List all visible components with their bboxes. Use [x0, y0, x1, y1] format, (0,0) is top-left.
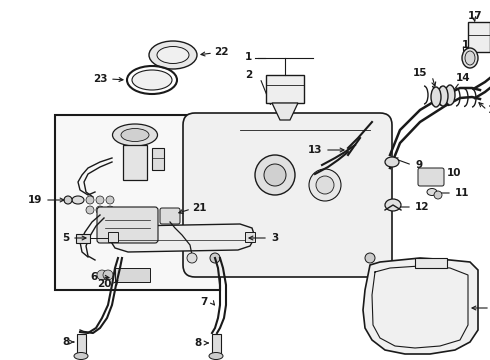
- Ellipse shape: [385, 157, 399, 167]
- Text: 2: 2: [245, 70, 252, 80]
- Bar: [108, 232, 118, 242]
- Text: 23: 23: [94, 74, 108, 84]
- Circle shape: [97, 270, 107, 280]
- Text: 21: 21: [192, 203, 206, 213]
- Ellipse shape: [209, 352, 223, 360]
- Text: 15: 15: [413, 68, 427, 78]
- Text: 6: 6: [91, 272, 98, 282]
- FancyBboxPatch shape: [160, 208, 180, 224]
- Text: 5: 5: [62, 233, 69, 243]
- Text: 11: 11: [455, 188, 469, 198]
- Ellipse shape: [445, 85, 455, 105]
- Ellipse shape: [465, 51, 475, 65]
- Bar: [415, 258, 447, 268]
- Circle shape: [255, 155, 295, 195]
- Ellipse shape: [438, 86, 448, 106]
- Circle shape: [106, 196, 114, 204]
- Text: 1: 1: [245, 52, 252, 62]
- Circle shape: [365, 253, 375, 263]
- Ellipse shape: [64, 196, 72, 204]
- Text: 9: 9: [415, 160, 422, 170]
- Text: 17: 17: [468, 11, 483, 21]
- Ellipse shape: [385, 199, 401, 211]
- Circle shape: [86, 206, 94, 214]
- Bar: [123, 145, 147, 180]
- Ellipse shape: [74, 352, 88, 360]
- Circle shape: [86, 196, 94, 204]
- Text: 13: 13: [308, 145, 322, 155]
- Text: 14: 14: [456, 73, 470, 83]
- Ellipse shape: [149, 41, 197, 69]
- Ellipse shape: [72, 196, 84, 204]
- Text: 7: 7: [200, 297, 208, 307]
- Text: 8: 8: [63, 337, 70, 347]
- Circle shape: [103, 270, 113, 280]
- Ellipse shape: [431, 87, 441, 107]
- Bar: [212, 334, 221, 354]
- Circle shape: [264, 164, 286, 186]
- Bar: [468, 22, 490, 52]
- Circle shape: [96, 196, 104, 204]
- Circle shape: [106, 206, 114, 214]
- Text: 12: 12: [415, 202, 430, 212]
- Text: 16: 16: [488, 105, 490, 115]
- Bar: [266, 75, 304, 103]
- Circle shape: [434, 191, 442, 199]
- Polygon shape: [108, 224, 255, 252]
- Bar: [152, 148, 164, 170]
- Circle shape: [316, 176, 334, 194]
- FancyBboxPatch shape: [183, 113, 392, 277]
- Ellipse shape: [462, 48, 478, 68]
- Ellipse shape: [157, 46, 189, 63]
- Circle shape: [309, 169, 341, 201]
- Polygon shape: [363, 258, 478, 354]
- Text: 19: 19: [27, 195, 42, 205]
- Text: 8: 8: [195, 338, 202, 348]
- Text: 20: 20: [98, 279, 112, 289]
- Ellipse shape: [427, 189, 437, 195]
- Bar: [77, 334, 86, 354]
- Text: 3: 3: [271, 233, 278, 243]
- Polygon shape: [272, 103, 298, 120]
- Text: 22: 22: [214, 47, 228, 57]
- FancyBboxPatch shape: [418, 168, 444, 186]
- Circle shape: [210, 253, 220, 263]
- Text: 10: 10: [447, 168, 462, 178]
- Bar: [55, 115, 220, 290]
- Ellipse shape: [113, 124, 157, 146]
- Text: 18: 18: [462, 40, 476, 50]
- Bar: [245, 232, 255, 242]
- Ellipse shape: [121, 129, 149, 141]
- FancyBboxPatch shape: [97, 207, 158, 243]
- Circle shape: [96, 206, 104, 214]
- Circle shape: [187, 253, 197, 263]
- Ellipse shape: [132, 70, 172, 90]
- Bar: [76, 234, 90, 243]
- Bar: [115, 268, 150, 282]
